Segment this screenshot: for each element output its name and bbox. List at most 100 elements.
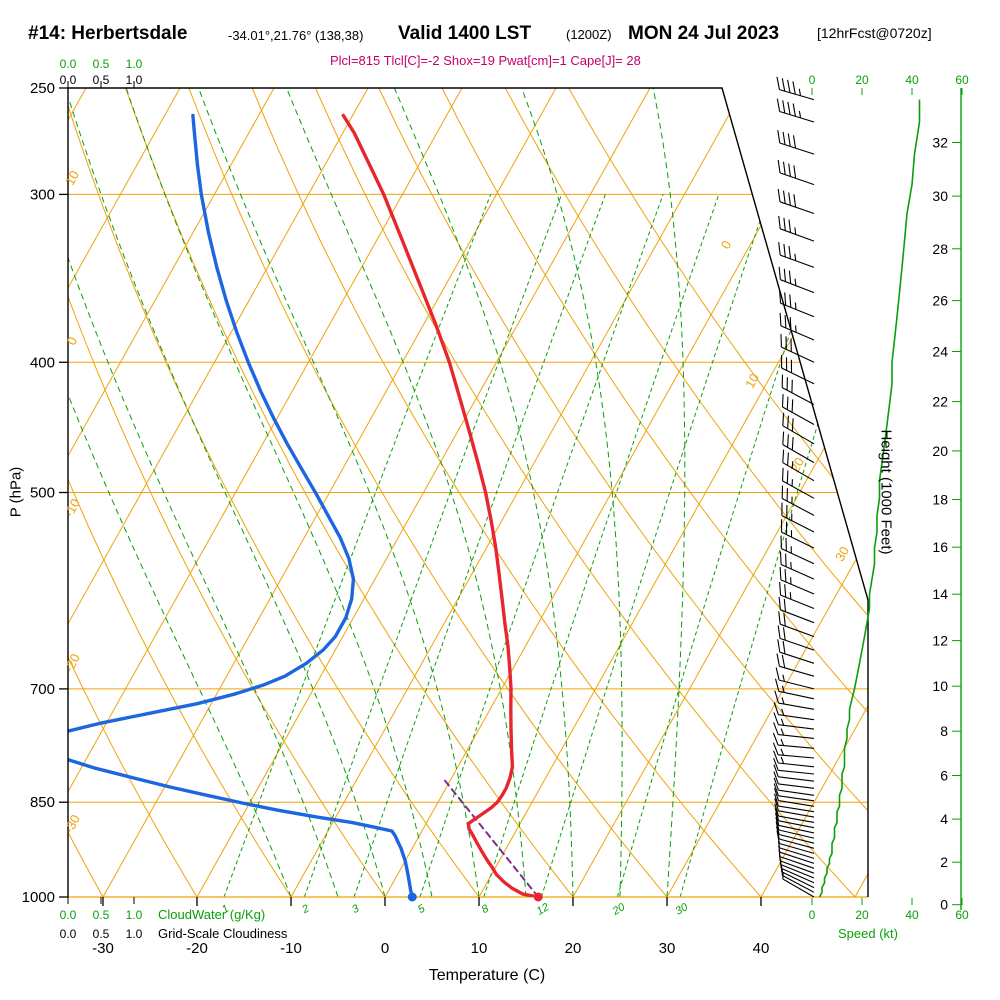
wind-barb xyxy=(780,594,815,610)
isotherm-line xyxy=(102,88,557,897)
wind-barb xyxy=(778,776,815,782)
height-tick-label: 26 xyxy=(932,293,948,309)
height-tick-label: 18 xyxy=(932,491,948,507)
dry-adiabat-label: -10 xyxy=(61,496,83,520)
wind-barb xyxy=(780,579,815,595)
temperature-axis-title: Temperature (C) xyxy=(428,967,546,984)
wind-barb xyxy=(779,142,815,155)
wind-barb xyxy=(778,679,815,690)
wind-barb xyxy=(778,810,815,818)
wind-barb xyxy=(780,623,815,638)
isotherm-line xyxy=(196,88,651,897)
isotherm-label: 0 xyxy=(718,238,735,252)
speed-tick-label: 0 xyxy=(809,908,816,922)
wind-barb xyxy=(779,89,815,101)
wind-barb xyxy=(782,878,815,898)
wind-barb xyxy=(778,795,815,802)
station-title: #14: Herbertsdale xyxy=(28,23,188,44)
mixing-ratio-line xyxy=(540,194,770,897)
mixing-ratio-label: 1 xyxy=(220,903,231,916)
wind-barb xyxy=(779,172,815,186)
pressure-tick-label: 250 xyxy=(30,80,55,97)
wind-barbs xyxy=(772,76,815,898)
valid-utc: (1200Z) xyxy=(566,27,612,42)
cloudwater-scale-tick: 0.5 xyxy=(93,908,110,922)
wind-barb xyxy=(780,325,815,341)
temp-tick-label: -10 xyxy=(280,940,302,957)
speed-tick-label: 20 xyxy=(855,908,869,922)
dry-adiabat-line xyxy=(68,88,198,897)
cloudwater-scale-tick: 0.0 xyxy=(60,908,77,922)
moist-adiabat-line xyxy=(68,88,292,897)
dry-adiabat-line xyxy=(188,88,668,897)
moist-adiabat-line xyxy=(286,88,527,897)
wind-barb xyxy=(781,515,815,533)
pressure-axis: 250 300 400 500 700 850 1000 xyxy=(22,80,68,906)
cloudwater-scale-tick: 1.0 xyxy=(126,57,143,71)
wind-barb xyxy=(778,724,815,730)
height-tick-label: 20 xyxy=(932,443,948,459)
moist-adiabat-line xyxy=(68,88,339,897)
mixing-ratio-label: 8 xyxy=(480,902,492,916)
wind-barb xyxy=(778,690,815,700)
wind-barb xyxy=(781,874,815,893)
height-tick-label: 30 xyxy=(932,188,948,204)
height-tick-label: 8 xyxy=(940,723,948,739)
wind-barb xyxy=(782,480,815,499)
moist-adiabat-line xyxy=(393,88,574,897)
isotherm-label: 10 xyxy=(742,371,762,391)
wind-barb xyxy=(778,829,815,839)
pressure-axis-title: P (hPa) xyxy=(7,466,25,518)
isotherm-line xyxy=(68,88,463,897)
mixing-ratio-line xyxy=(419,194,664,897)
wind-barb xyxy=(778,769,815,775)
mixing-ratio-label: 30 xyxy=(673,901,690,918)
speed-tick-label: 40 xyxy=(905,73,919,87)
speed-axis-title: Speed (kt) xyxy=(838,926,898,941)
mixing-ratio-line xyxy=(303,194,563,897)
wind-barb xyxy=(780,228,815,242)
temperature-axis: -30 -20 -10 0 10 20 30 40 xyxy=(92,897,769,957)
wind-barb xyxy=(779,637,815,651)
wind-barb xyxy=(778,820,815,829)
temp-tick-label: -20 xyxy=(186,940,208,957)
dry-adiabat-label: 10 xyxy=(62,168,82,188)
wind-barb xyxy=(778,783,815,789)
wind-barb xyxy=(780,609,815,624)
valid-date: MON 24 Jul 2023 xyxy=(628,23,780,44)
wind-barb xyxy=(778,734,815,739)
wind-barb xyxy=(778,714,815,721)
speed-tick-label: 60 xyxy=(955,73,969,87)
wind-barb xyxy=(782,425,815,445)
wind-barb xyxy=(782,444,815,464)
speed-tick-label: 20 xyxy=(855,73,869,87)
isotherm-line xyxy=(290,88,745,897)
wind-barb xyxy=(778,800,815,807)
height-tick-label: 4 xyxy=(940,811,948,827)
wind-barb xyxy=(779,665,815,677)
height-tick-label: 14 xyxy=(932,586,948,602)
plot-frame xyxy=(67,87,869,897)
cloudiness-scale-title: Grid-Scale Cloudiness xyxy=(158,926,288,941)
cloudiness-scale-tick: 0.0 xyxy=(60,927,77,941)
mixing-ratio-label: 20 xyxy=(610,901,628,918)
wind-barb xyxy=(779,651,815,664)
isotherm-label: 20 xyxy=(787,455,807,475)
temperature-curve xyxy=(341,113,540,897)
moist-adiabat-line xyxy=(652,88,686,897)
cloud-scales: 0.0 0.0 0.0 0.0 0.5 0.5 0.5 0.5 1.0 1.0 1.0 1.0 xyxy=(60,57,143,941)
temp-tick-label: 0 xyxy=(381,940,389,957)
wind-barb xyxy=(780,867,815,884)
dry-adiabat-line xyxy=(68,88,480,897)
wind-barb xyxy=(778,754,815,759)
dry-adiabat-line xyxy=(378,88,868,897)
wind-barb xyxy=(778,744,815,749)
moist-adiabat-line xyxy=(198,88,480,897)
wind-barb xyxy=(779,856,815,869)
wind-barb xyxy=(778,833,815,844)
height-tick-label: 2 xyxy=(940,854,948,870)
dewpoint-curve xyxy=(68,113,414,897)
temp-tick-label: 10 xyxy=(471,940,488,957)
